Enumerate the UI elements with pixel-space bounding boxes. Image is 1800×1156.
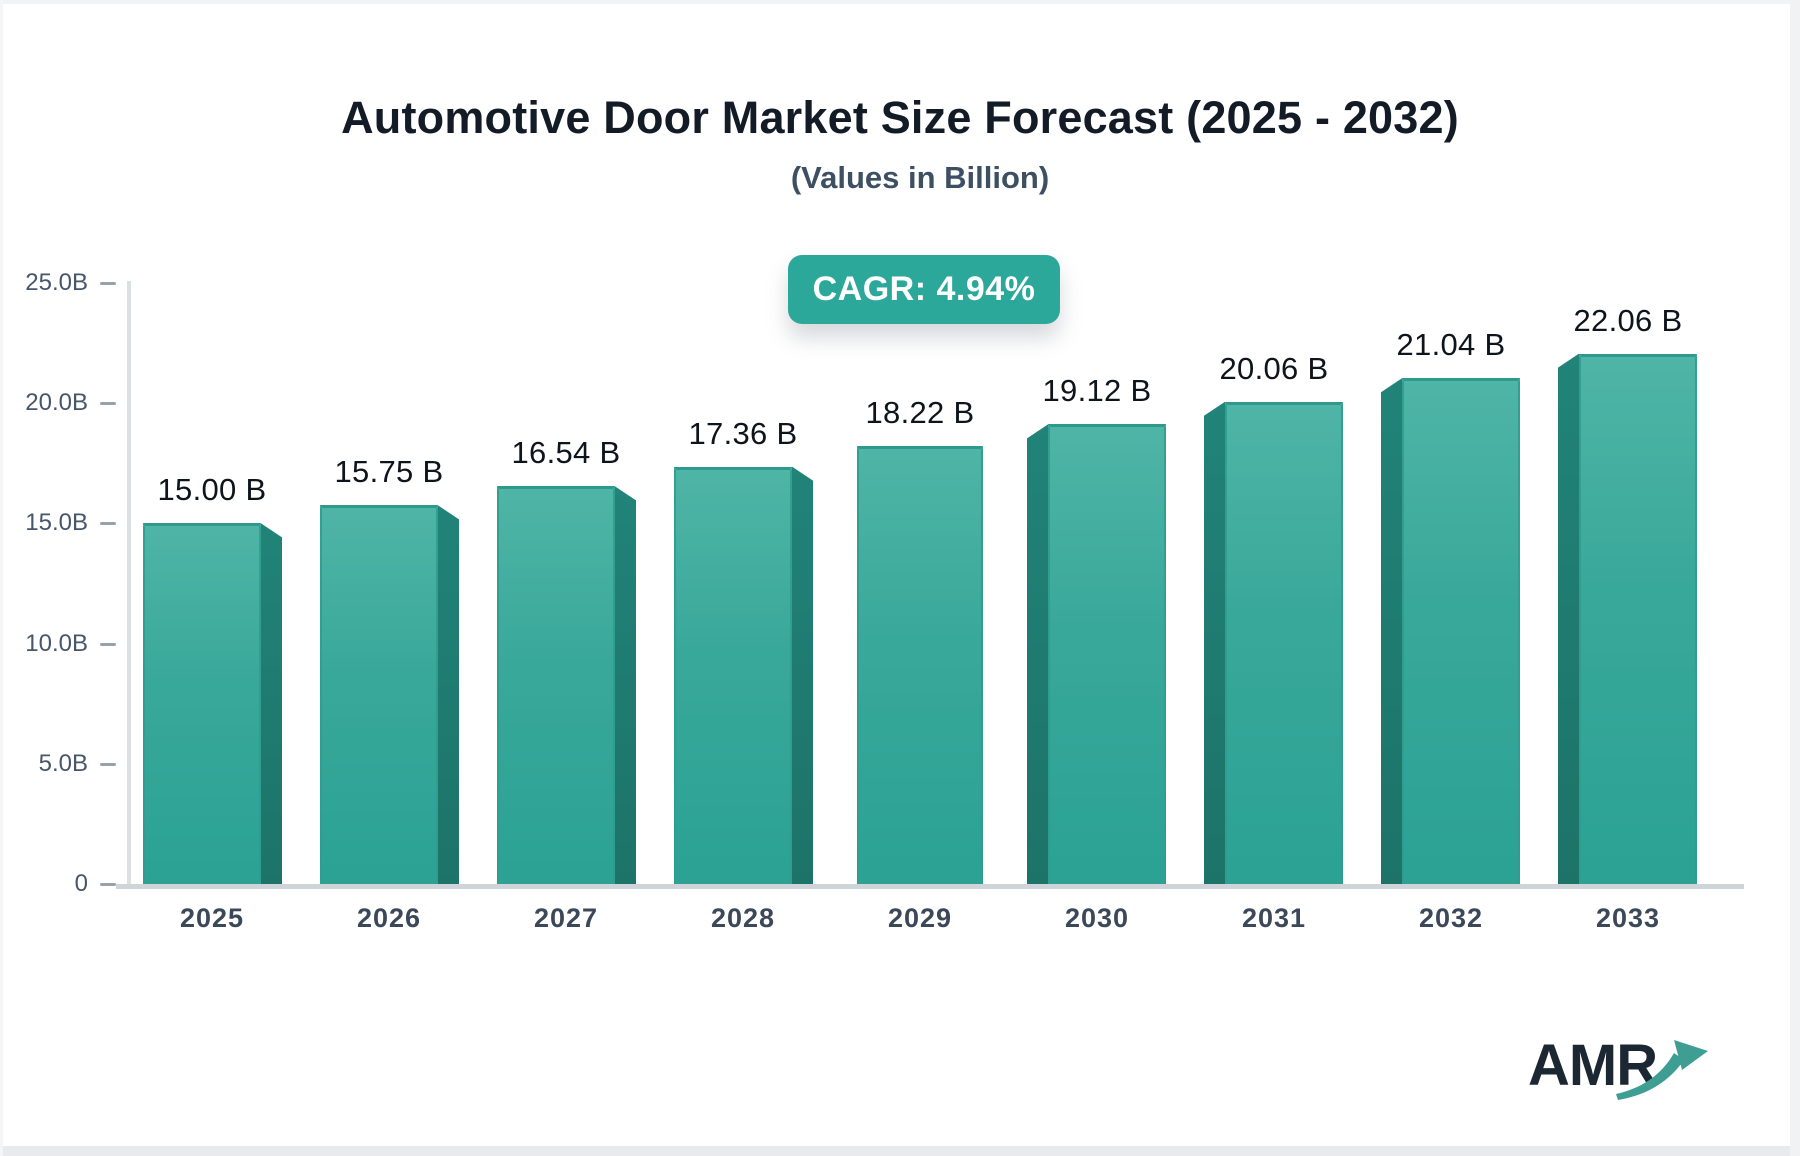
page-edge-top [0, 0, 1800, 4]
page-edge-bottom [0, 1146, 1800, 1156]
growth-arrow-icon [1616, 1040, 1708, 1100]
y-axis-tick-label: 15.0B [25, 509, 88, 537]
bar-2026[interactable] [320, 505, 438, 884]
y-axis-tick-label: 20.0B [25, 389, 88, 417]
x-axis-label-2030: 2030 [1064, 903, 1130, 933]
bar-side-3d-2026 [438, 505, 459, 884]
bar-value-label-2026: 15.75 B [334, 454, 444, 490]
bar-side-3d-2031 [1204, 401, 1225, 884]
bar-side-3d-2027 [615, 486, 636, 884]
bar-2027[interactable] [497, 486, 615, 884]
bar-value-label-2028: 17.36 B [688, 415, 798, 451]
page-edge-left [0, 0, 3, 1156]
x-axis-label-2032: 2032 [1418, 903, 1484, 933]
chart-subtitle: (Values in Billion) [790, 160, 1050, 195]
bar-2031[interactable] [1225, 401, 1343, 884]
page-edge-right [1790, 0, 1800, 1156]
bar-2033[interactable] [1579, 353, 1697, 884]
y-axis-tick-mark [100, 762, 116, 766]
bar-value-label-2027: 16.54 B [511, 435, 621, 471]
x-axis-label-2031: 2031 [1241, 903, 1307, 933]
bar-2030[interactable] [1048, 424, 1166, 884]
cagr-badge: CAGR: 4.94% [788, 255, 1060, 324]
x-axis-label-2026: 2026 [356, 903, 422, 933]
bar-value-label-2032: 21.04 B [1396, 327, 1506, 363]
bar-2028[interactable] [674, 466, 792, 884]
amr-logo: AMR [1528, 1032, 1728, 1112]
bar-value-label-2033: 22.06 B [1573, 302, 1683, 338]
y-axis-tick-label: 5.0B [38, 749, 88, 777]
y-axis-tick-mark [100, 282, 116, 285]
bar-side-3d-2028 [792, 466, 813, 884]
y-axis-line [127, 281, 131, 886]
bar-side-3d-2025 [261, 523, 282, 884]
bar-value-label-2031: 20.06 B [1219, 350, 1329, 386]
bar-value-label-2029: 18.22 B [865, 394, 975, 430]
chart-title: Automotive Door Market Size Forecast (20… [341, 92, 1459, 143]
bar-value-label-2030: 19.12 B [1042, 373, 1152, 409]
bar-2029[interactable] [857, 445, 983, 884]
x-axis-label-2033: 2033 [1595, 903, 1661, 933]
y-axis-tick-label: 25.0B [25, 269, 88, 296]
x-axis-label-2027: 2027 [533, 903, 599, 933]
bar-side-3d-2030 [1027, 424, 1048, 884]
y-axis-tick-mark [100, 402, 116, 406]
bar-side-3d-2032 [1381, 378, 1402, 884]
x-axis-label-2029: 2029 [887, 903, 953, 933]
x-axis-label-2028: 2028 [710, 903, 776, 933]
bar-value-label-2025: 15.00 B [157, 472, 267, 508]
bar-2025[interactable] [143, 523, 261, 884]
y-axis-tick-label: 0 [74, 870, 88, 897]
y-axis-tick-label: 10.0B [25, 629, 88, 657]
y-axis-tick-mark [100, 883, 116, 886]
y-axis-tick-mark [100, 642, 116, 646]
x-axis-line [116, 884, 1744, 889]
bar-2032[interactable] [1402, 378, 1520, 884]
bar-side-3d-2033 [1558, 353, 1579, 884]
x-axis-label-2025: 2025 [179, 903, 245, 933]
y-axis-tick-mark [100, 522, 116, 526]
amr-logo-text: AMR [1528, 1033, 1658, 1098]
